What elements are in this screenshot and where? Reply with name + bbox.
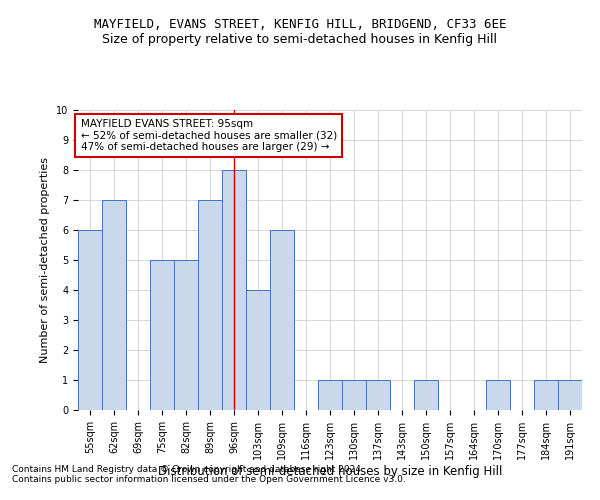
Bar: [558, 380, 582, 410]
Bar: [366, 380, 390, 410]
Y-axis label: Number of semi-detached properties: Number of semi-detached properties: [40, 157, 50, 363]
Bar: [78, 230, 102, 410]
Bar: [270, 230, 294, 410]
Text: MAYFIELD EVANS STREET: 95sqm
← 52% of semi-detached houses are smaller (32)
47% : MAYFIELD EVANS STREET: 95sqm ← 52% of se…: [80, 119, 337, 152]
Bar: [102, 200, 126, 410]
Text: Contains public sector information licensed under the Open Government Licence v3: Contains public sector information licen…: [12, 476, 406, 484]
Bar: [246, 290, 270, 410]
Bar: [174, 260, 198, 410]
Text: Contains HM Land Registry data © Crown copyright and database right 2024.: Contains HM Land Registry data © Crown c…: [12, 466, 364, 474]
Bar: [222, 170, 246, 410]
Bar: [198, 200, 222, 410]
Bar: [534, 380, 558, 410]
Text: MAYFIELD, EVANS STREET, KENFIG HILL, BRIDGEND, CF33 6EE: MAYFIELD, EVANS STREET, KENFIG HILL, BRI…: [94, 18, 506, 30]
Bar: [150, 260, 174, 410]
Text: Size of property relative to semi-detached houses in Kenfig Hill: Size of property relative to semi-detach…: [103, 32, 497, 46]
X-axis label: Distribution of semi-detached houses by size in Kenfig Hill: Distribution of semi-detached houses by …: [158, 464, 502, 477]
Bar: [318, 380, 342, 410]
Bar: [342, 380, 366, 410]
Bar: [414, 380, 438, 410]
Bar: [486, 380, 510, 410]
